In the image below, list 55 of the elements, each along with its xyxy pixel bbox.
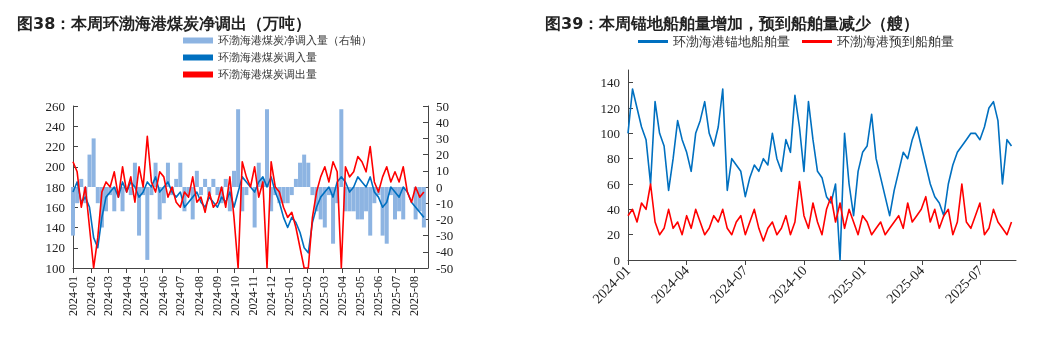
legend-label: 环渤海港煤炭净调入量（右轴）	[218, 34, 372, 47]
y2-tick-label: -20	[436, 211, 454, 227]
y-tick-label: 140	[600, 75, 620, 91]
y-tick-label: 140	[45, 220, 65, 235]
y-tick-label: 180	[45, 179, 65, 195]
y-tick-label: 80	[607, 151, 620, 167]
y2-tick-label: 30	[436, 130, 449, 146]
legend-label: 环渤海港煤炭调出量	[218, 68, 317, 81]
x-tick-label: 2024-11	[245, 276, 260, 316]
y-tick-label: 0	[613, 252, 620, 268]
x-tick-label: 2025-08	[406, 276, 421, 316]
y-tick-label: 260	[45, 98, 65, 114]
x-tick-label: 2024-02	[84, 276, 99, 316]
y-tick-label: 100	[600, 125, 620, 141]
y2-tick-label: 20	[436, 147, 449, 163]
y-tick-label: 160	[45, 199, 65, 215]
x-tick-label: 2025-07	[388, 276, 403, 316]
x-tick-label: 2024-07	[173, 276, 188, 316]
y-tick-label: 200	[45, 159, 65, 175]
x-tick-label: 2024-06	[155, 276, 170, 316]
y-tick-label: 120	[45, 240, 65, 256]
x-tick-label: 2024-03	[101, 276, 116, 316]
x-tick-label: 2025-06	[370, 276, 385, 316]
y2-tick-label: -50	[436, 260, 454, 276]
x-tick-label: 2025-01	[281, 276, 296, 316]
y-tick-label: 240	[45, 118, 65, 134]
legend-label: 环渤海港锚地船舶量	[673, 34, 790, 49]
y-tick-label: 20	[607, 227, 620, 243]
x-tick-label: 2024-09	[209, 276, 224, 316]
x-tick-label: 2024-12	[263, 276, 278, 316]
y-tick-label: 220	[45, 139, 65, 154]
y-tick-label: 120	[600, 100, 620, 116]
x-tick-label: 2025-02	[300, 276, 315, 316]
y-tick-label: 100	[45, 260, 65, 276]
y-tick-label: 40	[607, 201, 620, 217]
y2-tick-label: 50	[436, 98, 449, 114]
y2-tick-label: 0	[436, 179, 443, 195]
y2-tick-label: 40	[436, 114, 449, 130]
x-tick-label: 2024-10	[227, 276, 242, 316]
x-tick-label: 2024-08	[191, 276, 206, 316]
legend-label: 环渤海港煤炭调入量	[218, 51, 317, 64]
y-tick-label: 60	[607, 176, 620, 192]
legend-label: 环渤海港预到船舶量	[837, 34, 954, 49]
x-tick-label: 2025-03	[316, 276, 331, 316]
x-tick-label: 2024-01	[66, 276, 80, 316]
x-tick-label: 2025-04	[334, 276, 349, 316]
x-tick-label: 2024-05	[137, 276, 152, 316]
x-tick-label: 2025-05	[352, 276, 367, 316]
y2-tick-label: 10	[436, 163, 449, 179]
chart-title: 图39：本周锚地船舶量增加，预到船舶量减少（艘）	[545, 13, 920, 33]
y2-tick-label: -40	[436, 244, 454, 260]
y2-tick-label: -10	[436, 195, 454, 211]
x-tick-label: 2024-04	[119, 276, 134, 316]
chart-title: 图38：本周环渤海港煤炭净调出（万吨）	[17, 13, 312, 33]
y2-tick-label: -30	[436, 228, 454, 244]
